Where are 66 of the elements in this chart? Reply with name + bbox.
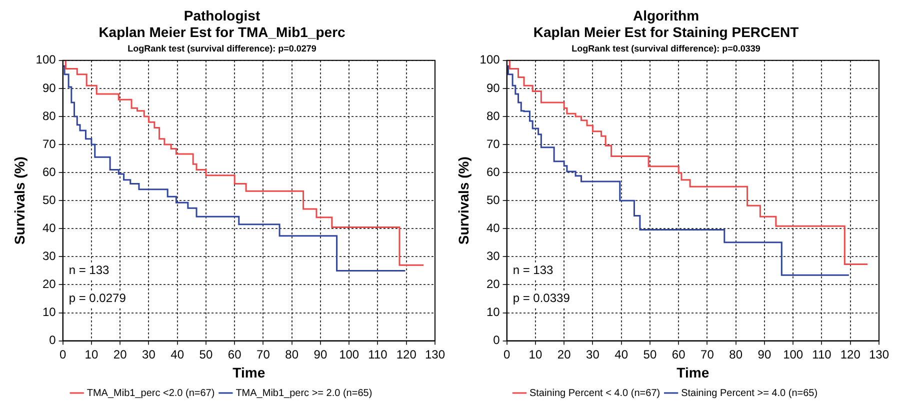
- y-tick-label: 0: [493, 333, 500, 348]
- y-tick-label: 60: [42, 164, 56, 179]
- x-tick-label: 60: [228, 347, 242, 362]
- x-tick-label: 10: [528, 347, 542, 362]
- x-tick-label: 110: [368, 347, 388, 362]
- x-tick-label: 100: [783, 347, 804, 362]
- legend-label: TMA_Mib1_perc <2.0 (n=67): [86, 388, 215, 399]
- x-tick-label: 80: [729, 347, 743, 362]
- annotation: p = 0.0279: [68, 291, 126, 306]
- y-tick-label: 0: [49, 333, 56, 348]
- annotation: p = 0.0339: [512, 291, 570, 306]
- annotation: n = 133: [512, 263, 554, 278]
- y-tick-label: 20: [42, 277, 56, 292]
- y-tick-label: 50: [486, 192, 500, 207]
- y-tick-label: 70: [486, 136, 500, 151]
- y-tick-label: 90: [42, 80, 56, 95]
- y-tick-label: 40: [486, 220, 500, 235]
- x-tick-label: 90: [758, 347, 772, 362]
- x-tick-label: 40: [170, 347, 184, 362]
- chart-subtitle: LogRank test (survival difference): p=0.0339: [572, 43, 760, 54]
- chart-title: Algorithm Kaplan Meier Est for Staining PERCENT: [533, 7, 800, 40]
- y-tick-label: 10: [486, 305, 500, 320]
- y-tick-label: 100: [480, 52, 500, 67]
- x-tick-label: 20: [113, 347, 128, 362]
- x-axis-title: Time: [232, 364, 266, 380]
- x-tick-label: 70: [700, 347, 714, 362]
- x-tick-label: 10: [84, 347, 98, 362]
- x-tick-label: 0: [503, 347, 510, 362]
- x-tick-label: 110: [812, 347, 832, 362]
- y-tick-label: 70: [42, 136, 56, 151]
- x-tick-label: 30: [586, 347, 600, 362]
- chart-title: Pathologist Kaplan Meier Est for TMA_Mib1_perc: [98, 7, 346, 40]
- x-tick-label: 20: [557, 347, 572, 362]
- x-axis-title: Time: [676, 364, 710, 380]
- x-tick-label: 130: [868, 347, 890, 362]
- legend-label: TMA_Mib1_perc >= 2.0 (n=65): [236, 388, 372, 399]
- x-tick-label: 50: [199, 347, 213, 362]
- chart-subtitle: LogRank test (survival difference): p=0.0279: [128, 43, 316, 54]
- y-tick-label: 30: [42, 248, 56, 263]
- annotation: n = 133: [68, 263, 110, 278]
- x-tick-label: 60: [672, 347, 686, 362]
- y-tick-label: 80: [42, 108, 56, 123]
- x-tick-label: 100: [339, 347, 360, 362]
- legend-label: Staining Percent >= 4.0 (n=65): [681, 388, 818, 399]
- x-tick-label: 70: [256, 347, 270, 362]
- x-tick-label: 120: [396, 347, 417, 362]
- x-tick-label: 30: [142, 347, 156, 362]
- y-tick-label: 90: [486, 80, 500, 95]
- x-tick-label: 120: [840, 347, 861, 362]
- y-tick-label: 40: [42, 220, 56, 235]
- x-tick-label: 50: [643, 347, 657, 362]
- x-tick-label: 90: [314, 347, 328, 362]
- x-tick-label: 130: [424, 347, 446, 362]
- y-axis-title: Survivals (%): [455, 156, 472, 245]
- y-tick-label: 80: [486, 108, 500, 123]
- x-tick-label: 0: [59, 347, 66, 362]
- y-axis-title: Survivals (%): [11, 156, 28, 245]
- y-tick-label: 100: [36, 52, 56, 67]
- x-tick-label: 40: [614, 347, 628, 362]
- x-tick-label: 80: [285, 347, 299, 362]
- y-tick-label: 30: [486, 248, 500, 263]
- y-tick-label: 20: [486, 277, 500, 292]
- legend-label: Staining Percent < 4.0 (n=67): [529, 388, 660, 399]
- y-tick-label: 60: [486, 164, 500, 179]
- y-tick-label: 10: [42, 305, 56, 320]
- y-tick-label: 50: [42, 192, 56, 207]
